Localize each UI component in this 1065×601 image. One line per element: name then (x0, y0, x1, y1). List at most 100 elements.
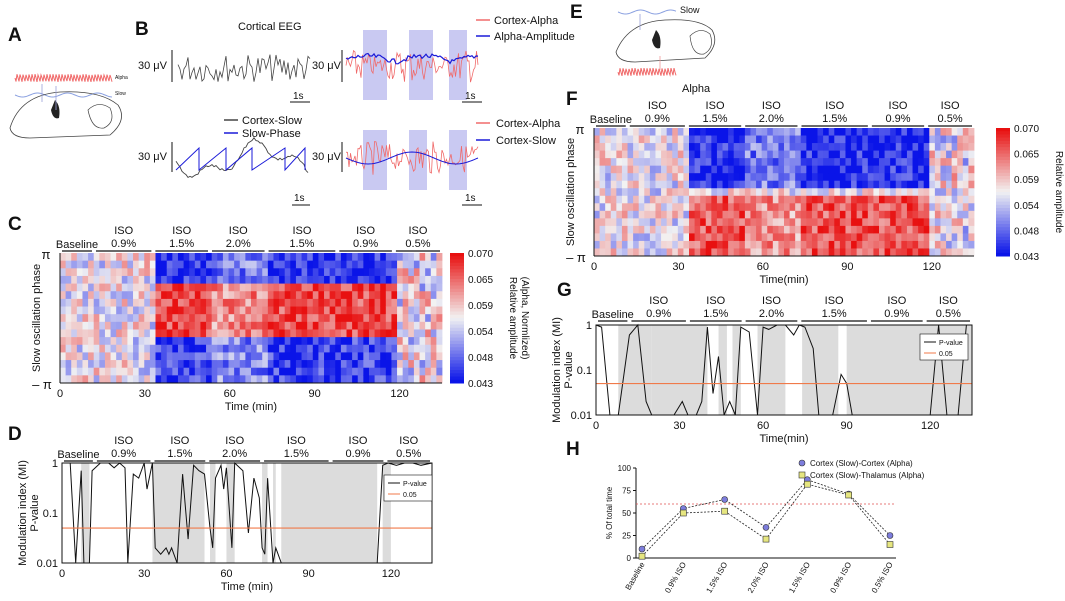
heatmap-cell (778, 233, 785, 242)
heatmap-cell (239, 329, 246, 338)
heatmap-cell (934, 128, 941, 136)
heatmap-cell (716, 180, 723, 189)
heatmap-cell (644, 203, 651, 212)
heatmap-cell (923, 248, 930, 257)
heatmap-cell (661, 128, 668, 136)
heatmap-cell (295, 367, 302, 376)
heatmap-cell (166, 283, 173, 292)
heatmap-cell (295, 306, 302, 315)
heatmap-cell (856, 180, 863, 189)
heatmap-cell (408, 344, 415, 353)
heatmap-cell (256, 283, 263, 292)
heatmap-cell (839, 158, 846, 167)
heatmap-cell (923, 150, 930, 159)
heatmap-cell (957, 180, 964, 189)
heatmap-cell (138, 375, 145, 384)
heatmap-cell (60, 260, 67, 269)
heatmap-cell (946, 158, 953, 167)
heatmap-cell (633, 240, 640, 249)
heatmap-cell (273, 329, 280, 338)
x-tick-label: 0.5% ISO (870, 561, 895, 595)
heatmap-cell (594, 158, 600, 167)
heatmap-cell (867, 218, 874, 227)
condition-iso-label: ISO (292, 225, 311, 237)
heatmap-cell (251, 360, 258, 369)
heatmap-cell (284, 306, 291, 315)
heatmap-cell (391, 360, 398, 369)
heatmap-cell (138, 306, 145, 315)
heatmap-cell (823, 180, 830, 189)
heatmap-cell (222, 283, 229, 292)
heatmap-cell (951, 173, 958, 182)
heatmap-cell (93, 337, 100, 346)
heatmap-cell (795, 233, 802, 242)
heatmap-cell (133, 298, 140, 307)
heatmap-cell (397, 306, 404, 315)
heatmap-cell (189, 260, 196, 269)
heatmap-cell (391, 344, 398, 353)
alpha-wave-e (617, 67, 677, 77)
heatmap-cell (923, 240, 930, 249)
heatmap-cell (211, 283, 218, 292)
heatmap-cell (767, 180, 774, 189)
heatmap-cell (340, 337, 347, 346)
heatmap-cell (605, 143, 612, 151)
colorbar-segment (450, 334, 464, 338)
colorbar-segment (996, 252, 1010, 257)
heatmap-cell (594, 210, 600, 219)
heatmap-cell (795, 195, 802, 204)
heatmap-cell (795, 135, 802, 144)
heatmap-cell (267, 306, 274, 315)
heatmap-cell (251, 268, 258, 277)
heatmap-cell (733, 248, 740, 257)
heatmap-cell (811, 240, 818, 249)
heatmap-cell (357, 275, 364, 284)
heatmap-cell (357, 352, 364, 361)
heatmap-cell (256, 367, 263, 376)
heatmap-cell (82, 268, 89, 277)
heatmap-cell (88, 360, 95, 369)
heatmap-cell (279, 291, 286, 300)
slow-wave-e (617, 9, 677, 15)
heatmap-cell (689, 225, 695, 234)
colorbar-segment (996, 140, 1010, 145)
heatmap-cell (862, 180, 869, 189)
heatmap-cell (767, 173, 774, 182)
heatmap-cell (110, 375, 117, 384)
heatmap-cell (60, 337, 67, 346)
heatmap-cell (166, 291, 173, 300)
heatmap-cell (962, 188, 969, 197)
heatmap-cell (811, 203, 818, 212)
heatmap-cell (127, 375, 134, 384)
heatmap-cell (772, 143, 779, 151)
heatmap-cell (901, 158, 908, 167)
heatmap-cell (689, 218, 695, 227)
heatmap-cell (127, 291, 134, 300)
heatmap-cell (649, 135, 656, 144)
heatmap-cell (711, 210, 718, 219)
heatmap-cell (346, 253, 353, 262)
series-point (721, 496, 728, 503)
heatmap-cell (884, 180, 891, 189)
heatmap-cell (694, 218, 701, 227)
condition-pct-label: 0.5% (938, 113, 963, 125)
heatmap-cell (149, 298, 156, 307)
heatmap-cell (711, 248, 718, 257)
heatmap-cell (867, 180, 874, 189)
heatmap-cell (962, 240, 969, 249)
heatmap-cell (352, 329, 359, 338)
heatmap-cell (211, 360, 218, 369)
heatmap-cell (873, 210, 880, 219)
heatmap-cell (121, 344, 128, 353)
heatmap-cell (116, 321, 123, 330)
legend-label: Cortex (Slow)-Thalamus (Alpha) (810, 471, 925, 480)
heatmap-cell (419, 275, 426, 284)
heatmap-cell (318, 375, 325, 384)
heatmap-cell (346, 306, 353, 315)
heatmap-cell (206, 337, 213, 346)
heatmap-cell (957, 143, 964, 151)
heatmap-cell (200, 344, 207, 353)
heatmap-cell (716, 188, 723, 197)
heatmap-cell (172, 321, 179, 330)
heatmap-cell (644, 188, 651, 197)
